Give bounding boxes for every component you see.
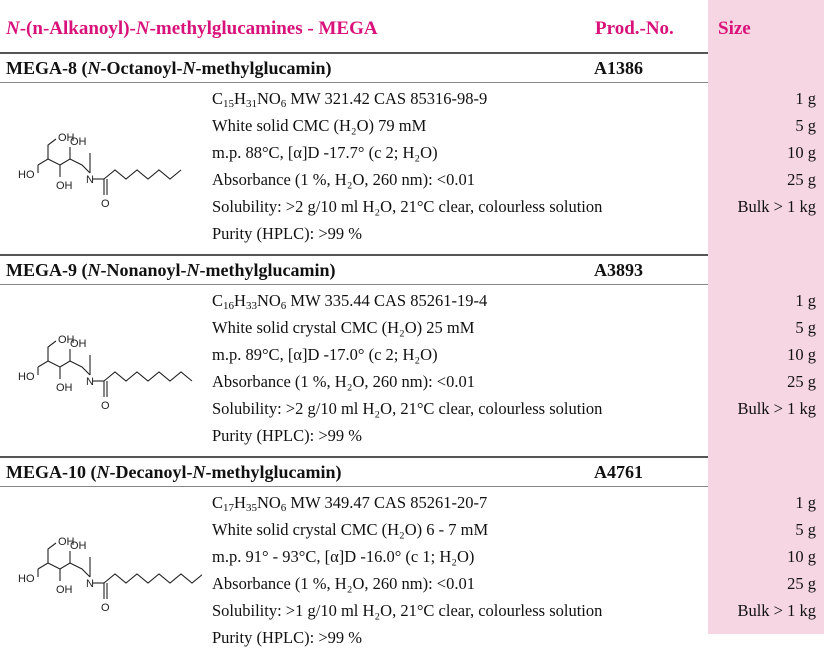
property-line: White solid CMC (H₂O) 79 mM [212,116,427,135]
product-header-row: MEGA-8 (N-Octanoyl-N-methylglucamin) A13… [0,52,708,83]
molecule-structure: OH HO OH OH N O [18,334,193,412]
n-label: N [86,174,94,186]
formula-line: C16H33NO6 MW 335.44 CAS 85261-19-4 [212,291,488,312]
structure-container: OH HO OH OH N O [4,123,202,223]
oh-label: OH [70,540,87,552]
size-option[interactable]: 25 g [787,574,816,593]
size-option[interactable]: 10 g [787,143,816,162]
property-line: m.p. 88°C, [α]D -17.7° (c 2; H₂O) [212,143,438,162]
product-number: A3893 [594,260,643,280]
property-line: Purity (HPLC): >99 % [212,628,363,647]
product-details: OH HO OH OH N O C15H31NO6 MW 321.42 CAS … [0,83,824,255]
molecule-structure: OH HO OH OH N O [18,536,204,614]
size-option[interactable]: 25 g [787,372,816,391]
product-header-row: MEGA-10 (N-Decanoyl-N-methylglucamin) A4… [0,456,708,487]
header-prod-no: Prod.-No. [595,18,674,39]
formula-line: C15H31NO6 MW 321.42 CAS 85316-98-9 [212,89,488,110]
header-title: N-(n-Alkanoyl)-N-methylglucamines - MEGA [6,18,378,39]
product-header-row: MEGA-9 (N-Nonanoyl-N-methylglucamin) A38… [0,254,708,285]
property-line: Purity (HPLC): >99 % [212,426,363,445]
ho-label: HO [18,169,35,181]
product-name: MEGA-8 (N-Octanoyl-N-methylglucamin) [6,58,332,78]
product-name: MEGA-9 (N-Nonanoyl-N-methylglucamin) [6,260,336,280]
size-list: 1 g 5 g 10 g 25 g Bulk > 1 kg [708,489,816,624]
n-label: N [86,578,94,590]
property-line: Solubility: >2 g/10 ml H₂O, 21°C clear, … [212,399,603,418]
oh-label: OH [56,180,73,192]
property-list: C15H31NO6 MW 321.42 CAS 85316-98-9 White … [212,85,602,247]
o-label: O [101,400,110,412]
property-line: m.p. 91° - 93°C, [α]D -16.0° (c 1; H₂O) [212,547,475,566]
header-size: Size [718,18,751,39]
oh-label: OH [58,132,75,144]
o-label: O [101,602,110,614]
size-option[interactable]: Bulk > 1 kg [737,197,816,216]
size-option[interactable]: 25 g [787,170,816,189]
product-name: MEGA-10 (N-Decanoyl-N-methylglucamin) [6,462,342,482]
property-line: m.p. 89°C, [α]D -17.0° (c 2; H₂O) [212,345,438,364]
property-line: White solid crystal CMC (H₂O) 6 - 7 mM [212,520,489,539]
size-option[interactable]: 10 g [787,547,816,566]
oh-label: OH [58,334,75,346]
size-list: 1 g 5 g 10 g 25 g Bulk > 1 kg [708,85,816,220]
table-header: N-(n-Alkanoyl)-N-methylglucamines - MEGA… [0,0,824,52]
property-line: Absorbance (1 %, H₂O, 260 nm): <0.01 [212,170,475,189]
property-list: C16H33NO6 MW 335.44 CAS 85261-19-4 White … [212,287,602,449]
size-option[interactable]: 10 g [787,345,816,364]
ho-label: HO [18,371,35,383]
formula-line: C17H35NO6 MW 349.47 CAS 85261-20-7 [212,493,488,514]
size-option[interactable]: Bulk > 1 kg [737,399,816,418]
oh-label: OH [70,338,87,350]
size-option[interactable]: 5 g [795,318,816,337]
product-number: A4761 [594,462,643,482]
oh-label: OH [70,136,87,148]
size-option[interactable]: Bulk > 1 kg [737,601,816,620]
property-line: Absorbance (1 %, H₂O, 260 nm): <0.01 [212,574,475,593]
oh-label: OH [56,382,73,394]
property-line: White solid crystal CMC (H₂O) 25 mM [212,318,475,337]
property-line: Solubility: >2 g/10 ml H₂O, 21°C clear, … [212,197,603,216]
property-line: Purity (HPLC): >99 % [212,224,363,243]
oh-label: OH [58,536,75,548]
product-number: A1386 [594,58,643,78]
size-column-background [708,0,824,634]
property-list: C17H35NO6 MW 349.47 CAS 85261-20-7 White … [212,489,602,651]
size-option[interactable]: 5 g [795,116,816,135]
product-details: OH HO OH OH N O C16H33NO6 MW 335.44 CAS … [0,285,824,457]
size-option[interactable]: 1 g [795,89,816,108]
structure-container: OH HO OH OH N O [4,527,204,627]
size-option[interactable]: 1 g [795,493,816,512]
structure-container: OH HO OH OH N O [4,325,202,425]
size-option[interactable]: 1 g [795,291,816,310]
oh-label: OH [56,584,73,596]
molecule-structure: OH HO OH OH N O [18,132,182,210]
size-option[interactable]: 5 g [795,520,816,539]
property-line: Absorbance (1 %, H₂O, 260 nm): <0.01 [212,372,475,391]
n-label: N [86,376,94,388]
ho-label: HO [18,573,35,585]
size-list: 1 g 5 g 10 g 25 g Bulk > 1 kg [708,287,816,422]
product-details: OH HO OH OH N O C17H35NO6 MW 349.47 CAS … [0,487,824,659]
property-line: Solubility: >1 g/10 ml H₂O, 21°C clear, … [212,601,603,620]
o-label: O [101,198,110,210]
